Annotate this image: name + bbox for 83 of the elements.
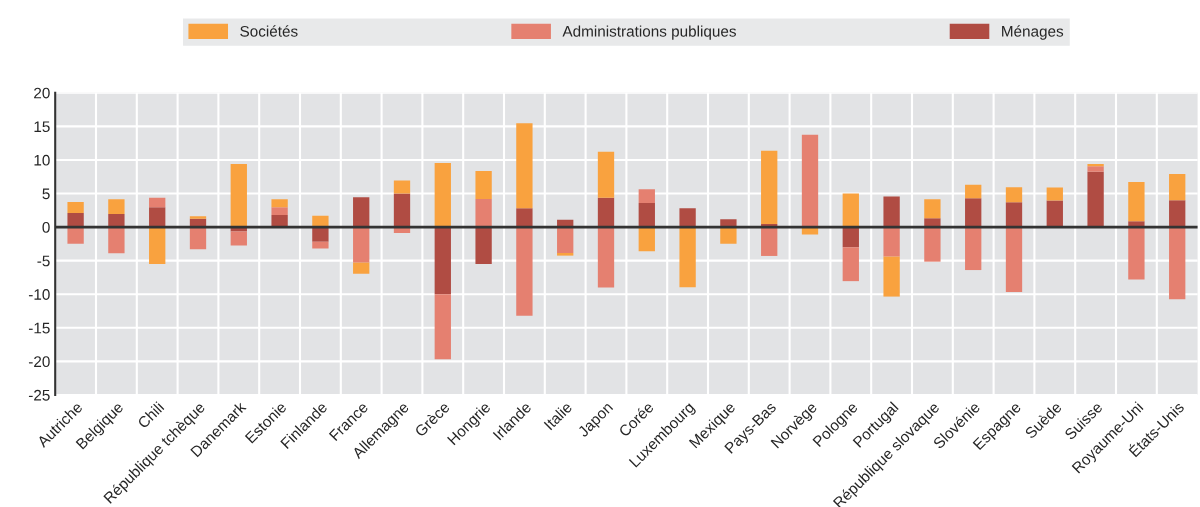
bar bbox=[638, 202, 655, 228]
bar bbox=[638, 189, 655, 203]
bar bbox=[475, 198, 492, 228]
bar bbox=[516, 123, 533, 209]
bar bbox=[434, 294, 451, 360]
y-tick-label: 5 bbox=[42, 188, 50, 200]
bar bbox=[516, 208, 533, 228]
bar bbox=[761, 227, 778, 256]
bar bbox=[679, 227, 696, 288]
bar bbox=[1128, 182, 1145, 222]
bar bbox=[475, 171, 492, 199]
legend-label: Administrations publiques bbox=[562, 25, 736, 40]
bar bbox=[557, 252, 574, 256]
y-tick-label: -20 bbox=[28, 356, 50, 368]
bar bbox=[230, 163, 247, 228]
bar bbox=[842, 227, 859, 248]
y-tick-label: -25 bbox=[28, 389, 50, 401]
bar bbox=[189, 227, 207, 250]
bar bbox=[67, 227, 84, 244]
bar bbox=[924, 227, 941, 262]
bar bbox=[761, 150, 778, 225]
bar bbox=[965, 227, 982, 271]
bar bbox=[883, 256, 900, 297]
bar bbox=[842, 193, 859, 228]
bar bbox=[597, 151, 615, 198]
y-tick-label: -15 bbox=[28, 322, 50, 334]
bar bbox=[353, 197, 370, 228]
bar bbox=[801, 134, 819, 228]
bar bbox=[108, 227, 125, 254]
bar bbox=[312, 215, 329, 228]
bar bbox=[108, 199, 125, 214]
bar bbox=[842, 247, 859, 282]
bar bbox=[883, 227, 900, 257]
bar bbox=[883, 196, 900, 228]
bar bbox=[1005, 187, 1023, 203]
bar bbox=[679, 208, 696, 228]
bar bbox=[720, 227, 737, 244]
bar bbox=[434, 227, 451, 295]
bar bbox=[149, 207, 166, 228]
bar bbox=[271, 207, 288, 215]
y-tick-label: -5 bbox=[37, 255, 50, 267]
bar bbox=[149, 227, 166, 265]
bar bbox=[638, 227, 655, 252]
bar bbox=[965, 184, 982, 199]
bar bbox=[108, 213, 125, 228]
bar bbox=[924, 199, 941, 219]
bar bbox=[67, 212, 84, 228]
bar bbox=[965, 198, 982, 228]
legend-label: Sociétés bbox=[240, 25, 298, 37]
bar bbox=[557, 227, 574, 253]
bar bbox=[1087, 166, 1104, 172]
bar bbox=[516, 227, 533, 316]
y-tick-label: -10 bbox=[28, 289, 50, 300]
bar bbox=[1169, 174, 1186, 201]
bar bbox=[434, 162, 451, 228]
bar bbox=[312, 241, 329, 249]
bar bbox=[189, 216, 207, 219]
bar bbox=[1046, 200, 1063, 228]
bar bbox=[353, 227, 370, 263]
y-tick-label: 0 bbox=[42, 221, 50, 233]
bar bbox=[475, 227, 492, 265]
bar bbox=[393, 180, 411, 194]
y-tick-label: 10 bbox=[34, 154, 50, 166]
bar bbox=[393, 193, 411, 228]
bar bbox=[230, 231, 247, 246]
bar bbox=[1046, 187, 1063, 201]
bar bbox=[597, 197, 615, 228]
bar bbox=[1005, 202, 1023, 228]
bar bbox=[1128, 227, 1145, 280]
bar bbox=[353, 262, 370, 274]
bar bbox=[597, 227, 615, 288]
bar bbox=[67, 201, 84, 213]
bar bbox=[312, 227, 329, 242]
y-tick-label: 15 bbox=[34, 121, 50, 133]
bar bbox=[1169, 200, 1186, 228]
bar bbox=[271, 214, 288, 228]
bar bbox=[1169, 227, 1186, 300]
bar bbox=[1087, 171, 1104, 228]
bar bbox=[149, 197, 166, 208]
bar bbox=[271, 199, 288, 208]
y-tick-label: 20 bbox=[34, 87, 50, 99]
legend-label: Ménages bbox=[1002, 25, 1064, 40]
bar bbox=[1005, 227, 1023, 292]
